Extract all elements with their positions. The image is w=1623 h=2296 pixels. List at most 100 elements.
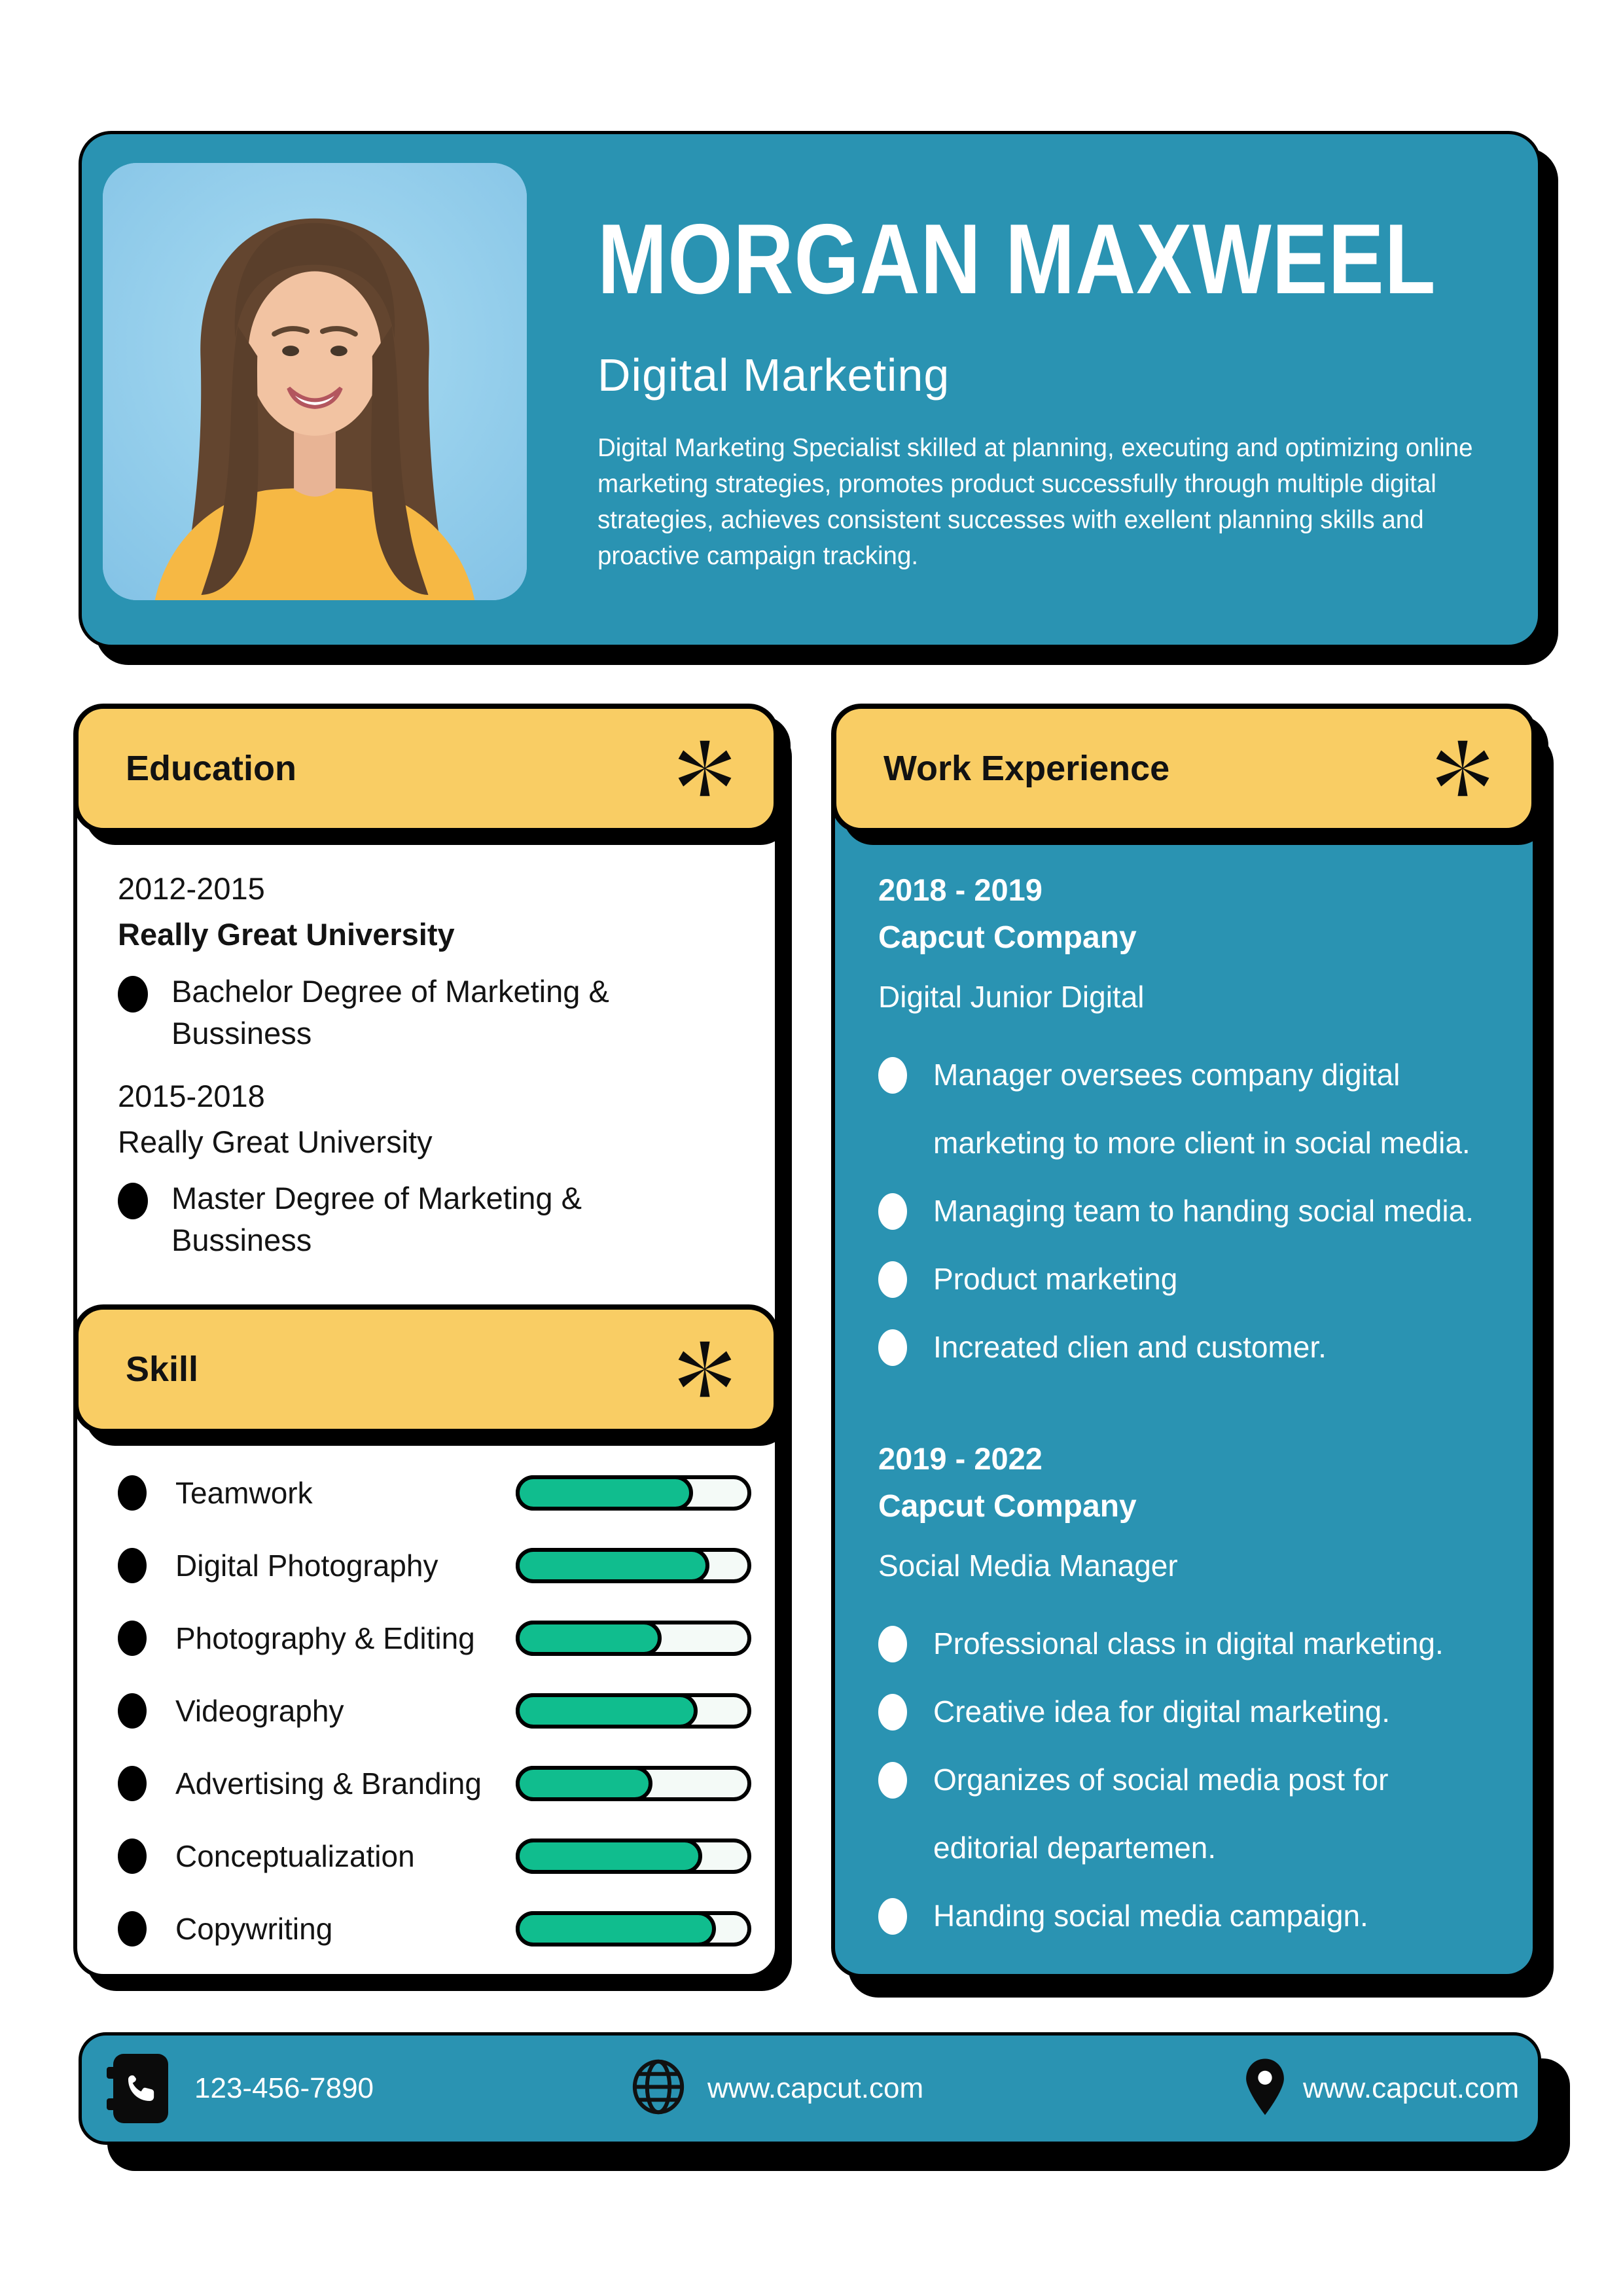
bullet-dot <box>118 1620 147 1656</box>
skill-progress-bar <box>516 1910 751 1946</box>
location-url: www.capcut.com <box>1303 2072 1520 2104</box>
profile-photo <box>103 163 527 600</box>
work-bullet: Organizes of social media post for edito… <box>878 1746 1500 1882</box>
skill-title: Skill <box>126 1350 199 1389</box>
skill-label: Advertising & Branding <box>175 1766 482 1801</box>
bullet-dot <box>878 1261 907 1299</box>
work-bullet: Manager oversees company digital marketi… <box>878 1041 1500 1177</box>
skill-section-header: Skill <box>73 1304 779 1434</box>
work-bullet: Product marketing <box>878 1246 1500 1314</box>
work-bullet-list: Professional class in digital marketing.… <box>878 1610 1500 1950</box>
skill-row: Teamwork <box>118 1456 751 1529</box>
skill-progress-bar <box>516 1765 751 1801</box>
globe-icon <box>630 2059 687 2119</box>
skill-progress-fill <box>516 1693 698 1729</box>
education-years: 2012-2015 <box>118 871 265 906</box>
bullet-dot <box>878 1694 907 1731</box>
person-role: Digital Marketing <box>597 350 950 401</box>
bullet-dot <box>118 975 148 1013</box>
bullet-dot <box>878 1762 907 1799</box>
bullet-dot <box>118 1838 147 1874</box>
work-experience-title: Work Experience <box>883 749 1170 788</box>
skill-label: Copywriting <box>175 1911 333 1946</box>
bullet-dot <box>118 1765 147 1801</box>
work-experience-card <box>831 713 1537 1978</box>
skill-progress-bar <box>516 1838 751 1874</box>
location-pin-icon <box>1240 2056 1290 2122</box>
skill-label: Conceptualization <box>175 1839 415 1873</box>
phone-number: 123-456-7890 <box>194 2072 374 2104</box>
skill-label: Photography & Editing <box>175 1621 475 1655</box>
work-bullet: Increated clien and customer. <box>878 1314 1500 1382</box>
education-entry: 2012-2015 Really Great University Bachel… <box>118 870 694 1054</box>
skill-progress-fill <box>516 1838 703 1874</box>
work-bullet: Managing team to handing social media. <box>878 1177 1500 1246</box>
phone-icon <box>107 2054 168 2123</box>
website-url: www.capcut.com <box>707 2072 924 2104</box>
work-bullet-text: Managing team to handing social media. <box>933 1194 1474 1229</box>
work-bullet-text: Organizes of social media post for edito… <box>933 1763 1389 1865</box>
skill-progress-fill <box>516 1620 662 1656</box>
education-degree: Master Degree of Marketing & Bussiness <box>171 1181 582 1258</box>
skill-progress-bar <box>516 1547 751 1583</box>
work-company: Capcut Company <box>878 1489 1137 1524</box>
work-years: 2019 - 2022 <box>878 1441 1043 1476</box>
contact-footer: 123-456-7890 www.capcut.com www.capcut.c… <box>79 2032 1541 2145</box>
person-name: MORGAN MAXWEEL <box>597 204 1436 315</box>
asterisk-icon <box>674 738 736 799</box>
skill-row: Digital Photography <box>118 1529 751 1602</box>
education-years: 2015-2018 <box>118 1078 265 1113</box>
work-bullet-text: Product marketing <box>933 1262 1178 1297</box>
bullet-dot <box>118 1910 147 1946</box>
asterisk-icon <box>1432 738 1493 799</box>
education-school: Really Great University <box>118 1124 433 1159</box>
profile-summary: Digital Marketing Specialist skilled at … <box>597 434 1473 571</box>
skill-progress-fill <box>516 1475 694 1511</box>
skill-list: Teamwork Digital Photography Photography… <box>118 1456 751 1965</box>
skill-row: Videography <box>118 1674 751 1747</box>
work-bullet: Professional class in digital marketing. <box>878 1610 1500 1678</box>
bullet-dot <box>878 1897 907 1935</box>
header-card: MORGAN MAXWEEL Digital Marketing Digital… <box>79 131 1541 648</box>
skill-row: Conceptualization <box>118 1820 751 1892</box>
work-bullet-text: Handing social media campaign. <box>933 1898 1368 1933</box>
work-role: Social Media Manager <box>878 1548 1178 1583</box>
work-role: Digital Junior Digital <box>878 979 1145 1014</box>
work-experience-content: 2018 - 2019 Capcut Company Digital Junio… <box>878 872 1500 2009</box>
work-bullet-text: Creative idea for digital marketing. <box>933 1695 1390 1729</box>
bullet-dot <box>878 1193 907 1230</box>
skill-progress-bar <box>516 1693 751 1729</box>
education-degree: Bachelor Degree of Marketing & Bussiness <box>171 973 609 1050</box>
education-section-header: Education <box>73 704 779 833</box>
bullet-dot <box>118 1547 147 1583</box>
education-degree-row: Master Degree of Marketing & Bussiness <box>118 1177 694 1261</box>
skill-progress-bar <box>516 1620 751 1656</box>
work-bullet: Creative idea for digital marketing. <box>878 1678 1500 1746</box>
skill-row: Copywriting <box>118 1892 751 1965</box>
bullet-dot <box>878 1057 907 1094</box>
bullet-dot <box>878 1626 907 1663</box>
skill-label: Digital Photography <box>175 1548 438 1583</box>
work-bullet-text: Professional class in digital marketing. <box>933 1626 1444 1661</box>
skill-label: Videography <box>175 1693 344 1728</box>
education-degree-row: Bachelor Degree of Marketing & Bussiness <box>118 971 694 1054</box>
work-experience-section-header: Work Experience <box>831 704 1537 833</box>
work-years: 2018 - 2019 <box>878 872 1043 907</box>
skill-label: Teamwork <box>175 1475 313 1510</box>
work-bullet-text: Manager oversees company digital marketi… <box>933 1058 1471 1160</box>
skill-row: Photography & Editing <box>118 1602 751 1674</box>
work-bullet-text: Increated clien and customer. <box>933 1329 1327 1364</box>
work-company: Capcut Company <box>878 920 1137 956</box>
skill-progress-fill <box>516 1765 652 1801</box>
work-bullet: Handing social media campaign. <box>878 1882 1500 1950</box>
skill-progress-fill <box>516 1910 717 1946</box>
skill-progress-fill <box>516 1547 709 1583</box>
bullet-dot <box>118 1183 148 1220</box>
bullet-dot <box>118 1475 147 1511</box>
education-content: 2012-2015 Really Great University Bachel… <box>118 870 694 1285</box>
bullet-dot <box>878 1329 907 1366</box>
skill-progress-bar <box>516 1475 751 1511</box>
education-school: Really Great University <box>118 917 455 952</box>
education-title: Education <box>126 749 297 788</box>
